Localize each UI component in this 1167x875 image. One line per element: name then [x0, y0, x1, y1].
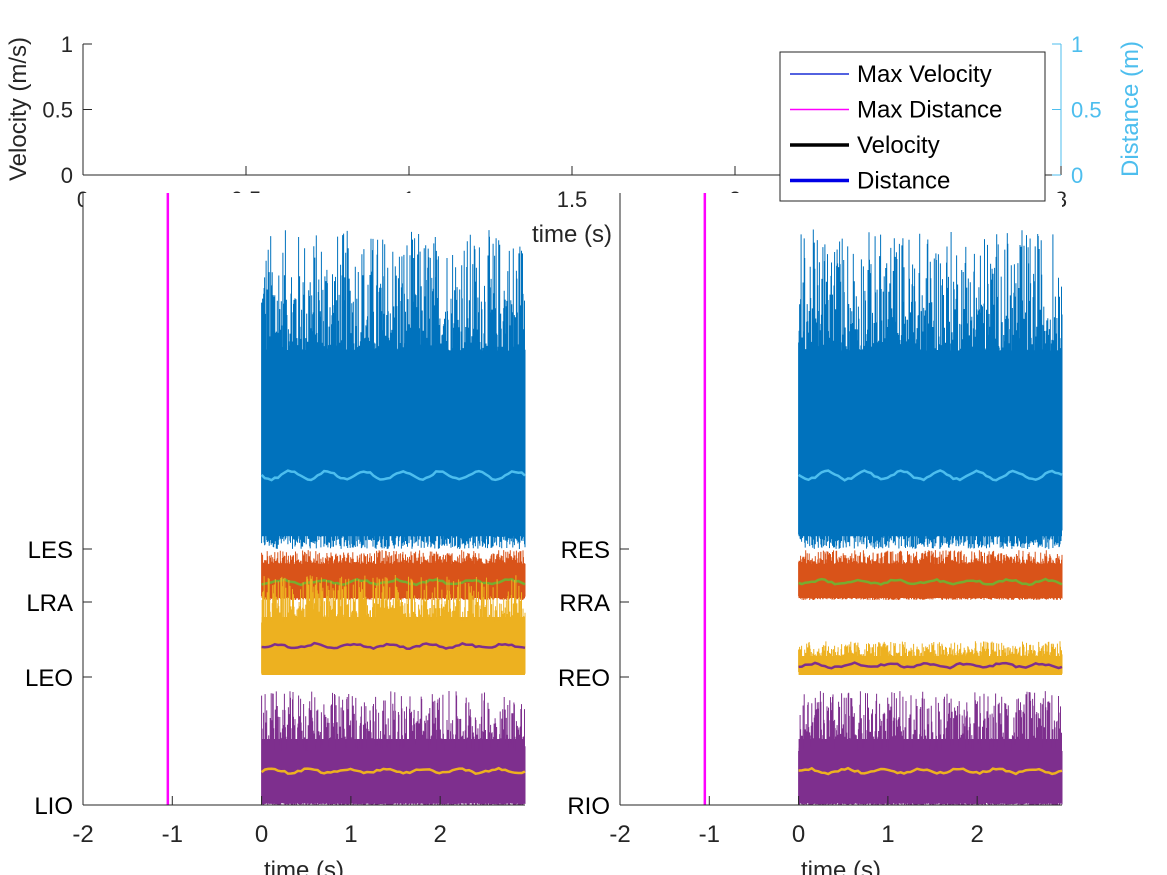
left-axes: -2 -1 0 1 2 LES LRA LEO LIO time (s)	[25, 193, 526, 875]
right-x-axis-label: time (s)	[801, 857, 881, 875]
legend-label: Velocity	[857, 132, 940, 159]
right-axes: -2 -1 0 1 2 RES RRA REO RIO time (s)	[558, 193, 1063, 875]
left-y-tick-label: LES	[28, 537, 73, 564]
top-y-right-tick-label: 0.5	[1071, 98, 1102, 123]
legend-label: Max Distance	[857, 97, 1002, 124]
left-x-tick-label: 2	[433, 821, 446, 848]
left-y-ticks: LES LRA LEO LIO	[25, 537, 92, 820]
right-rio-envelope	[798, 766, 1063, 776]
top-x-tick-label: 1.5	[557, 187, 588, 212]
right-reo-envelope	[798, 661, 1063, 670]
left-lio-envelope	[260, 766, 526, 776]
top-y-tick-label: 0.5	[42, 98, 73, 123]
top-y-ticks: 00.51	[42, 32, 92, 188]
top-y-right-tick-label: 1	[1071, 32, 1083, 57]
right-rio-signal	[798, 691, 1063, 805]
left-les-signal	[261, 230, 526, 549]
left-x-tick-label: 1	[344, 821, 357, 848]
left-y-tick-label: LEO	[25, 665, 73, 692]
right-y-tick-label: RIO	[567, 793, 610, 820]
top-y-tick-label: 1	[61, 32, 73, 57]
left-y-tick-label: LRA	[26, 590, 73, 617]
left-lio-signal	[261, 691, 526, 805]
right-y-ticks: RES RRA REO RIO	[558, 537, 629, 820]
legend-box	[779, 51, 1046, 202]
right-x-ticks: -2 -1 0 1 2	[609, 796, 984, 848]
right-rra-envelope	[798, 577, 1063, 587]
left-y-tick-label: LIO	[34, 793, 73, 820]
top-y-axis-label-right: Distance (m)	[1117, 41, 1144, 177]
right-res-signal	[798, 229, 1063, 549]
right-x-tick-label: 1	[881, 821, 894, 848]
top-y-ticks-right: 00.51	[1052, 32, 1102, 188]
left-x-axis-label: time (s)	[264, 857, 344, 875]
right-series-group	[797, 229, 1063, 805]
legend-label: Max Velocity	[857, 61, 992, 88]
left-series-group	[260, 230, 526, 805]
right-x-tick-label: 2	[970, 821, 983, 848]
right-x-tick-label: 0	[792, 821, 805, 848]
legend-entries: Max Velocity Max Distance Velocity Distance	[790, 61, 1002, 195]
left-x-tick-label: -1	[162, 821, 183, 848]
right-x-tick-label: -2	[609, 821, 630, 848]
left-les-envelope	[260, 469, 526, 482]
top-y-axis-label: Velocity (m/s)	[5, 37, 32, 181]
left-leo-envelope	[261, 641, 526, 650]
right-y-tick-label: RES	[561, 537, 610, 564]
right-res-envelope	[797, 469, 1063, 482]
legend: Max Velocity Max Distance Velocity Distance	[779, 51, 1046, 202]
top-y-tick-label: 0	[61, 163, 73, 188]
left-x-tick-label: 0	[255, 821, 268, 848]
right-y-tick-label: RRA	[559, 590, 610, 617]
right-y-tick-label: REO	[558, 665, 610, 692]
left-x-ticks: -2 -1 0 1 2	[72, 796, 447, 848]
right-x-tick-label: -1	[699, 821, 720, 848]
top-x-axis-label: time (s)	[532, 221, 612, 248]
legend-label: Distance	[857, 168, 950, 195]
top-y-right-tick-label: 0	[1071, 163, 1083, 188]
left-x-tick-label: -2	[72, 821, 93, 848]
